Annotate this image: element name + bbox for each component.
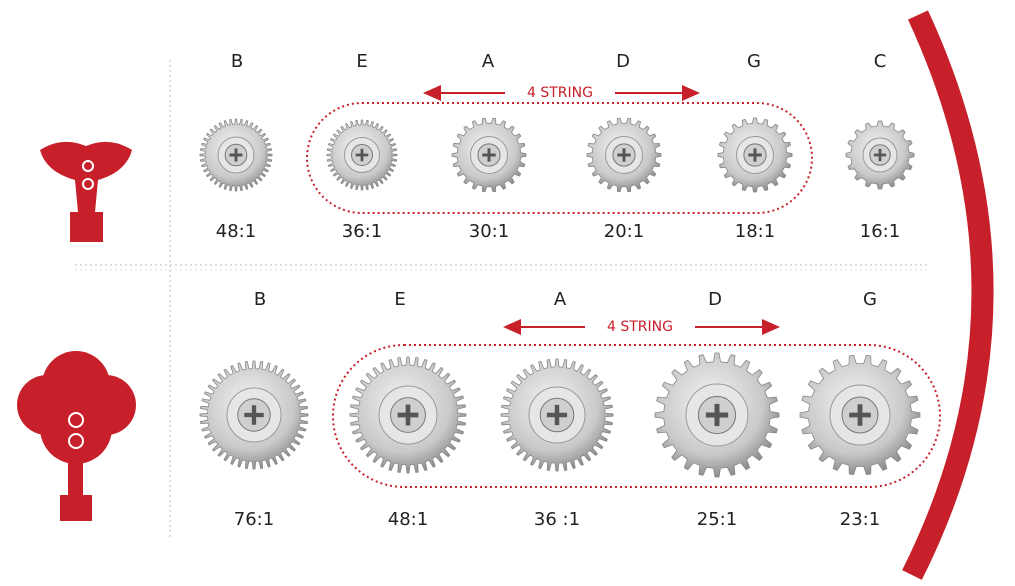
- note-label: A: [554, 289, 567, 310]
- gear: [199, 360, 309, 470]
- note-label: G: [863, 289, 877, 310]
- gear: [654, 352, 780, 478]
- gear: [500, 358, 614, 472]
- group-label: 4 STRING: [607, 319, 673, 335]
- ratio-label: 48:1: [388, 509, 428, 530]
- gear: [349, 356, 467, 474]
- ratio-label: 76:1: [234, 509, 274, 530]
- ratio-label: 18:1: [735, 221, 775, 242]
- note-label: D: [616, 51, 630, 72]
- gear: [845, 120, 915, 190]
- arc: [902, 10, 994, 580]
- key-small: [40, 141, 132, 242]
- note-label: C: [874, 51, 887, 72]
- note-label: B: [254, 289, 266, 310]
- note-label: E: [356, 51, 367, 72]
- note-label: G: [747, 51, 761, 72]
- ratio-label: 25:1: [697, 509, 737, 530]
- gear-cross: [705, 403, 729, 427]
- note-label: A: [482, 51, 495, 72]
- ratio-label: 16:1: [860, 221, 900, 242]
- ratio-label: 36 :1: [534, 509, 580, 530]
- ratio-label: 23:1: [840, 509, 880, 530]
- note-label: E: [394, 289, 405, 310]
- gear-cross: [244, 405, 264, 425]
- ratio-label: 20:1: [604, 221, 644, 242]
- gear: [326, 119, 398, 191]
- gear-cross: [229, 148, 243, 162]
- gear-cross: [617, 148, 631, 162]
- note-label: B: [231, 51, 243, 72]
- gear-cross: [482, 148, 496, 162]
- group-label: 4 STRING: [527, 85, 593, 101]
- gear: [199, 118, 273, 192]
- key-large: [17, 351, 136, 521]
- gear-cross: [397, 404, 419, 426]
- ratio-label: 48:1: [216, 221, 256, 242]
- gear-cross: [355, 148, 369, 162]
- gear: [717, 117, 793, 193]
- group-outline: [306, 102, 813, 214]
- gear: [586, 117, 662, 193]
- gear: [451, 117, 527, 193]
- group-outline: [332, 344, 941, 488]
- ratio-label: 36:1: [342, 221, 382, 242]
- gear-cross: [748, 148, 762, 162]
- ratio-label: 30:1: [469, 221, 509, 242]
- gear-cross: [849, 404, 871, 426]
- note-label: D: [708, 289, 722, 310]
- gear-cross: [546, 404, 568, 426]
- gear: [799, 354, 921, 476]
- gear-cross: [873, 148, 887, 162]
